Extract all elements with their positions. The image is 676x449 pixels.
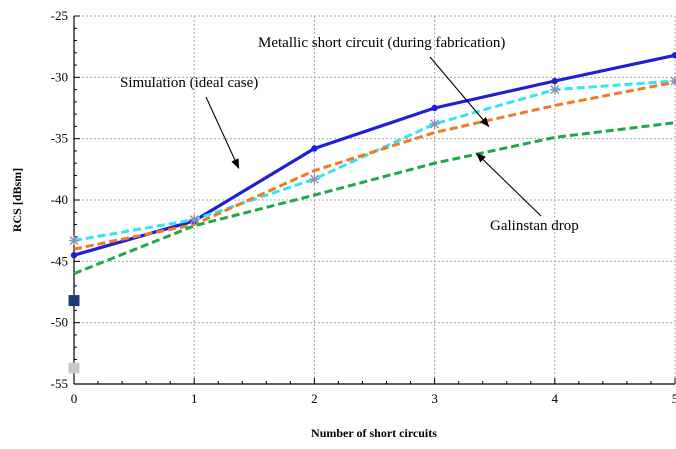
annotation-label: Galinstan drop	[490, 218, 579, 234]
data-point	[189, 215, 199, 225]
data-point	[311, 145, 317, 151]
y-axis-title: RCS [dBsm]	[10, 168, 24, 232]
y-tick-label: -25	[51, 8, 68, 23]
data-point	[71, 252, 77, 258]
data-point	[550, 85, 560, 95]
x-tick-label: 3	[431, 391, 438, 406]
x-tick-label: 4	[552, 391, 559, 406]
y-tick-label: -30	[51, 69, 68, 84]
annotation-label: Simulation (ideal case)	[120, 75, 258, 91]
data-point	[69, 235, 79, 245]
x-tick-label: 2	[311, 391, 318, 406]
y-tick-label: -35	[51, 131, 68, 146]
y-tick-label: -50	[51, 315, 68, 330]
data-point	[431, 105, 437, 111]
data-point	[552, 78, 558, 84]
standalone-marker	[69, 363, 80, 374]
x-tick-label: 1	[191, 391, 198, 406]
data-point	[309, 174, 319, 184]
y-tick-label: -45	[51, 253, 68, 268]
standalone-marker	[69, 295, 80, 306]
y-tick-label: -40	[51, 192, 68, 207]
annotation-label: Metallic short circuit (during fabricati…	[258, 35, 505, 51]
data-point	[430, 119, 440, 129]
y-tick-label: -55	[51, 376, 68, 391]
x-axis-title: Number of short circuits	[311, 426, 437, 440]
x-tick-label: 5	[672, 391, 676, 406]
x-tick-label: 0	[71, 391, 78, 406]
